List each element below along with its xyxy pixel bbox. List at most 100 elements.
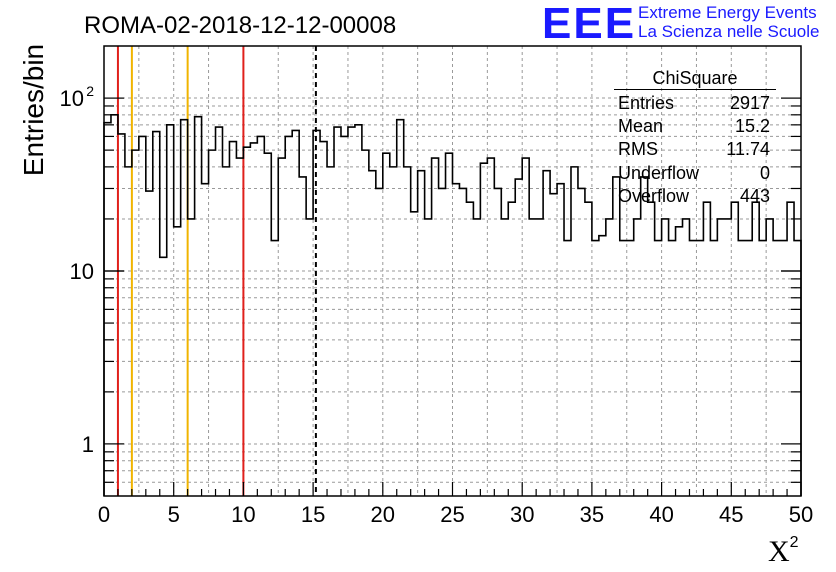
histogram-bin bbox=[446, 153, 453, 496]
histogram-bin bbox=[627, 241, 634, 496]
stats-value: 2917 bbox=[729, 93, 770, 113]
histogram-bin bbox=[174, 227, 181, 496]
y-tick-label: 10 bbox=[70, 259, 94, 284]
eee-logo: EEE bbox=[542, 0, 637, 48]
histogram-bin bbox=[480, 163, 487, 496]
histogram-bin bbox=[641, 177, 648, 496]
histogram-bin bbox=[222, 167, 229, 496]
stats-box: ChiSquare Entries 2917 Mean 15.2 RMS 11.… bbox=[614, 67, 776, 208]
histogram-bin bbox=[717, 219, 724, 496]
histogram-bin bbox=[676, 227, 683, 496]
x-tick-label: 0 bbox=[98, 502, 110, 527]
stats-label: Entries bbox=[618, 93, 675, 113]
x-tick-label: 30 bbox=[510, 502, 534, 527]
x-tick-label: 10 bbox=[231, 502, 255, 527]
histogram-bin bbox=[731, 202, 738, 496]
histogram-bin bbox=[752, 202, 759, 496]
histogram-bin bbox=[188, 219, 195, 496]
histogram-bin bbox=[327, 167, 334, 496]
histogram-bin bbox=[292, 130, 299, 496]
y-tick-label: 1 bbox=[82, 432, 94, 457]
histogram-bin bbox=[759, 241, 766, 496]
histogram-bin bbox=[236, 158, 243, 496]
histogram-bin bbox=[216, 127, 223, 496]
stats-row-entries: Entries 2917 bbox=[614, 92, 776, 115]
histogram-bin bbox=[620, 241, 627, 496]
histogram-bin bbox=[662, 219, 669, 496]
histogram-bin bbox=[578, 188, 585, 496]
histogram-bin bbox=[299, 177, 306, 496]
x-tick-label: 45 bbox=[719, 502, 743, 527]
histogram-bin bbox=[383, 153, 390, 496]
stats-label: RMS bbox=[618, 139, 658, 160]
stats-label: Underflow bbox=[618, 162, 700, 183]
stats-label: Mean bbox=[618, 116, 664, 137]
histogram-bin bbox=[766, 219, 773, 496]
histogram-bin bbox=[167, 125, 174, 496]
histogram-bin bbox=[655, 241, 662, 496]
x-tick-label: 20 bbox=[371, 502, 395, 527]
histogram-bin bbox=[390, 167, 397, 496]
histogram-series bbox=[103, 114, 802, 496]
x-tick-label: 25 bbox=[440, 502, 464, 527]
histogram-bin bbox=[264, 153, 271, 496]
y-tick-label-sup: 2 bbox=[86, 83, 94, 99]
histogram-bin bbox=[613, 177, 620, 496]
histogram-bin bbox=[369, 171, 376, 496]
histogram-bin bbox=[696, 241, 703, 496]
histogram-bin bbox=[689, 241, 696, 496]
histogram-bin bbox=[432, 158, 439, 496]
histogram-bin bbox=[362, 150, 369, 496]
histogram-bin bbox=[271, 241, 278, 496]
histogram-bin bbox=[606, 219, 613, 496]
x-tick-label: 40 bbox=[649, 502, 673, 527]
chart-title: ROMA-02-2018-12-12-00008 bbox=[84, 12, 397, 39]
histogram-bin bbox=[494, 188, 501, 496]
histogram-bin bbox=[229, 142, 236, 496]
histogram-bin bbox=[195, 117, 202, 496]
histogram-bin bbox=[285, 136, 292, 496]
x-tick-label: 5 bbox=[168, 502, 180, 527]
histogram-outline bbox=[103, 114, 802, 496]
histogram-bin bbox=[703, 202, 710, 496]
histogram-bin bbox=[466, 202, 473, 496]
histogram-bin bbox=[257, 136, 264, 496]
histogram-bin bbox=[418, 171, 425, 496]
histogram-bin bbox=[745, 241, 752, 496]
histogram-bin bbox=[738, 241, 745, 496]
histogram-bin bbox=[202, 184, 209, 496]
histogram-bin bbox=[348, 127, 355, 496]
histogram-bin bbox=[648, 202, 655, 496]
histogram-bin bbox=[306, 219, 313, 496]
histogram-bin bbox=[473, 219, 480, 496]
histogram-bin bbox=[773, 241, 780, 496]
histogram-bin bbox=[724, 219, 731, 496]
histogram-bin bbox=[529, 219, 536, 496]
histogram-bin bbox=[669, 241, 676, 496]
x-tick-label: 15 bbox=[301, 502, 325, 527]
logo-subtitle-2: La Scienza nelle Scuole bbox=[638, 22, 820, 41]
histogram-bin bbox=[118, 134, 125, 496]
logo-subtitle-1: Extreme Energy Events bbox=[638, 3, 817, 22]
histogram-bin bbox=[459, 188, 466, 496]
stats-value: 11.74 bbox=[726, 139, 770, 160]
histogram-bin bbox=[341, 136, 348, 496]
histogram-bin bbox=[411, 212, 418, 496]
x-axis-label-base: X bbox=[768, 535, 790, 568]
histogram-bin bbox=[313, 130, 320, 496]
histogram-bin bbox=[181, 120, 188, 496]
histogram-bin bbox=[634, 219, 641, 496]
histogram-bin bbox=[334, 127, 341, 496]
histogram-bin bbox=[585, 202, 592, 496]
stats-value: 0 bbox=[759, 162, 770, 183]
histogram-bin bbox=[425, 219, 432, 496]
histogram-bin bbox=[487, 158, 494, 496]
histogram-bin bbox=[139, 136, 146, 496]
y-axis-label: Entries/bin bbox=[18, 43, 49, 177]
y-tick-label: 10 bbox=[60, 86, 84, 111]
histogram-bin bbox=[153, 132, 160, 496]
histogram-bin bbox=[564, 241, 571, 496]
histogram-bin bbox=[522, 158, 529, 496]
histogram-bin bbox=[536, 219, 543, 496]
